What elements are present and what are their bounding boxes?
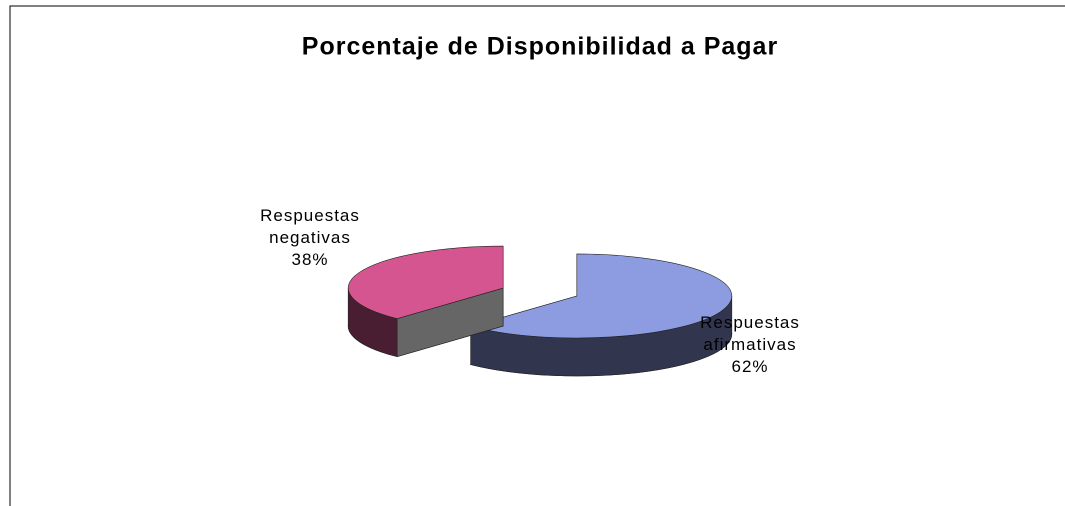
slice-label-name: Respuestas afirmativas <box>700 313 800 354</box>
chart-title: Porcentaje de Disponibilidad a Pagar <box>302 33 778 61</box>
slice-label-value: 38% <box>291 250 329 269</box>
pie-slice <box>469 253 733 339</box>
pie-slice <box>347 245 504 319</box>
slice-label-name: Respuestas negativas <box>260 206 360 247</box>
slice-label-value: 62% <box>731 357 769 376</box>
chart-border <box>9 5 1065 506</box>
